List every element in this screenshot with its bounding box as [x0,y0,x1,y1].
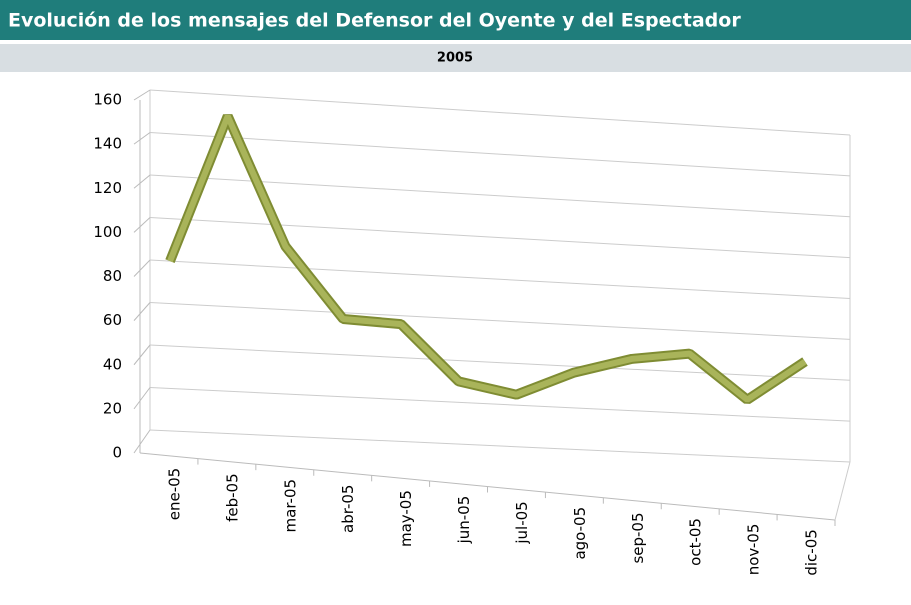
x-tick-label: sep-05 [629,512,647,563]
floor-side [834,461,851,521]
y-tick-label: 140 [93,135,122,153]
y-tick-label: 0 [112,444,122,462]
x-tick-label: feb-05 [223,473,241,522]
x-tick-label: dic-05 [803,529,821,575]
grid-line [149,174,851,218]
chart-subtitle: 2005 [437,51,473,66]
y-tick [133,429,151,454]
y-tick-label: 80 [103,267,122,285]
x-tick-label: nov-05 [745,524,763,576]
y-tick [133,132,151,145]
y-tick [133,174,151,189]
x-tick-label: ago-05 [571,507,589,560]
line [167,114,807,403]
x-tick-label: may-05 [397,490,415,547]
x-tick-label: abr-05 [339,485,357,533]
subtitle-bar [0,44,911,72]
grid-line [149,429,851,463]
y-tick-label: 40 [103,355,122,373]
title-bar [0,0,911,40]
grid-line [149,302,851,340]
y-tick-label: 160 [93,91,122,109]
grid-line [149,387,851,422]
y-tick [133,302,151,321]
y-tick-label: 120 [93,179,122,197]
chart-title: Evolución de los mensajes del Defensor d… [8,10,741,32]
x-tick-label: jul-05 [513,501,531,544]
grid-line [149,259,851,299]
grid-line [149,344,851,381]
line-shadow [165,114,808,404]
x-tick-label: oct-05 [687,518,705,566]
y-tick [133,89,151,101]
x-tick-label: jun-05 [455,496,473,545]
grid-line [149,132,851,177]
y-tick [133,217,151,233]
y-tick-label: 100 [93,223,122,241]
y-tick [133,387,151,410]
x-tick-label: mar-05 [281,479,299,533]
y-tick [133,259,151,277]
y-tick-label: 20 [103,399,122,417]
y-tick [133,344,151,366]
grid-line [149,89,851,136]
grid-line [149,217,851,259]
x-tick-label: ene-05 [165,468,183,520]
y-tick-label: 60 [103,311,122,329]
